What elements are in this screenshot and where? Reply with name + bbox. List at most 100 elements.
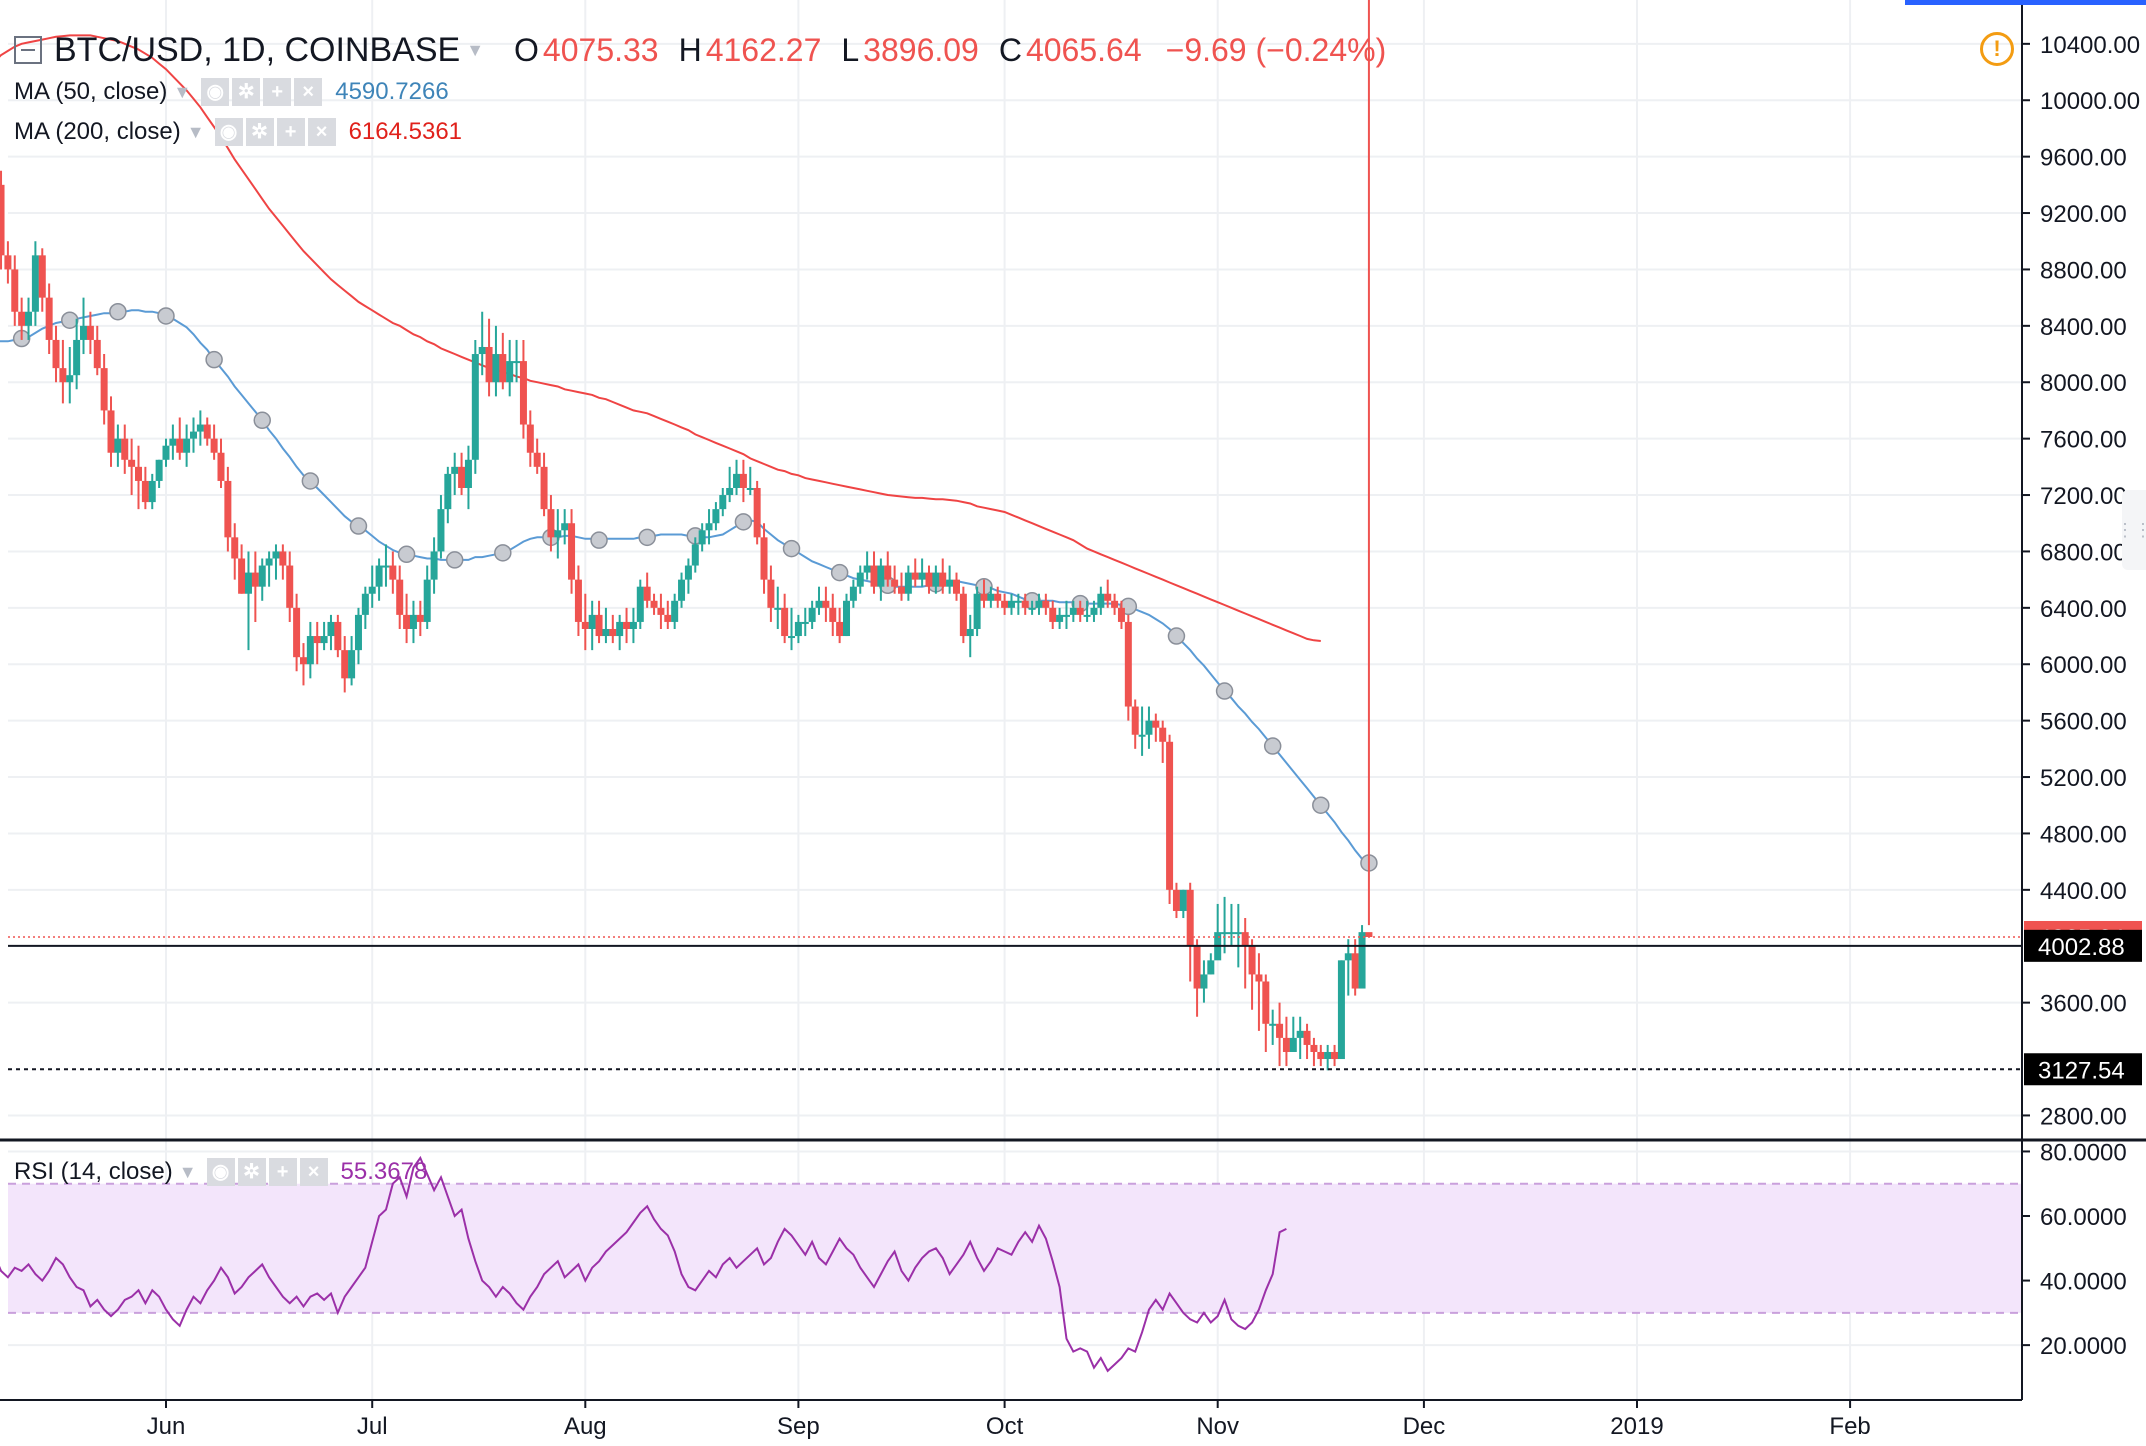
rsi-axis[interactable]: 20.0000 40.0000 60.0000 80.0000 — [2022, 1139, 2127, 1360]
close-icon[interactable]: × — [307, 118, 336, 146]
candle-body — [918, 572, 926, 580]
candle-body — [1337, 960, 1345, 1060]
candle-body — [272, 551, 280, 559]
chevron-down-icon[interactable]: ▼ — [466, 39, 485, 60]
candle-body — [135, 466, 143, 481]
gear-icon[interactable]: ✲ — [237, 1158, 266, 1186]
time-tick-label: Dec — [1403, 1413, 1446, 1440]
price-label-box — [2024, 929, 2142, 962]
candle-body — [1296, 1030, 1304, 1038]
ma50-marker — [590, 531, 608, 549]
candle-body — [38, 255, 46, 298]
candle-body — [664, 614, 672, 622]
eye-icon[interactable]: ◉ — [201, 78, 230, 106]
price-tick-label: 9200.00 — [2040, 201, 2127, 228]
rsi-label[interactable]: RSI (14, close) — [14, 1158, 173, 1185]
warning-icon[interactable]: ! — [1980, 32, 2014, 66]
candle-body — [932, 572, 940, 587]
price-tick-label: 5200.00 — [2040, 765, 2127, 792]
candle-body — [616, 621, 624, 637]
candle-body — [1221, 932, 1229, 935]
candle-body — [836, 621, 844, 637]
candle-body — [320, 636, 328, 644]
collapse-icon[interactable] — [14, 36, 42, 64]
chevron-down-icon[interactable]: ▼ — [178, 1161, 197, 1182]
candle-body — [354, 614, 362, 651]
candle-body — [781, 607, 789, 637]
price-axis[interactable]: 2800.00 3600.00 4400.00 4800.00 5200.00 5600.… — [2022, 32, 2140, 1131]
drag-handle-icon[interactable]: ⋮⋮ — [2116, 490, 2146, 570]
candle-body — [1001, 600, 1009, 608]
candle-body — [911, 572, 919, 580]
candle-body — [162, 445, 170, 460]
candle-body — [1097, 593, 1105, 608]
candle-body — [1186, 889, 1194, 947]
plus-icon[interactable]: + — [263, 78, 292, 106]
candle-body — [650, 600, 658, 608]
price-tick-label: 7600.00 — [2040, 427, 2127, 454]
eye-icon[interactable]: ◉ — [206, 1158, 235, 1186]
ma50-marker — [830, 563, 849, 582]
candle-body — [1131, 706, 1139, 735]
candle-body — [952, 579, 960, 594]
ma200-label[interactable]: MA (200, close) — [14, 118, 181, 145]
candle-body — [1207, 960, 1215, 975]
candle-body — [794, 621, 802, 637]
price-tick-label: 8400.00 — [2040, 314, 2127, 341]
candle-body — [643, 586, 651, 601]
candle-body — [767, 579, 775, 608]
candle-body — [856, 572, 864, 587]
candle-body — [746, 487, 754, 490]
close-value: 4065.64 — [1025, 31, 1142, 68]
chevron-down-icon[interactable]: ▼ — [173, 81, 192, 102]
close-label: C — [998, 31, 1022, 68]
ma200-path — [0, 34, 1321, 642]
time-axis[interactable]: Jun Jul Aug Sep Oct Nov Dec 2019 Feb — [147, 1400, 1871, 1440]
candle-body — [980, 593, 988, 601]
candle-body — [1104, 593, 1112, 601]
plus-icon[interactable]: + — [268, 1158, 297, 1186]
candle-body — [602, 628, 610, 637]
candle-body — [946, 579, 954, 587]
close-icon[interactable]: × — [299, 1158, 328, 1186]
ma50-label[interactable]: MA (50, close) — [14, 78, 168, 105]
candle-body — [636, 586, 644, 622]
rsi-path — [0, 1155, 1287, 1373]
candle-body — [712, 509, 720, 524]
price-tick-label: 5600.00 — [2040, 709, 2127, 736]
candle-body — [1145, 720, 1153, 735]
candle-body — [829, 607, 837, 622]
candle-body — [973, 593, 981, 629]
price-tick-label: 6800.00 — [2040, 539, 2127, 566]
symbol-title[interactable]: BTC/USD, 1D, COINBASE — [54, 30, 461, 69]
candle-body — [25, 311, 33, 326]
candle-body — [987, 593, 995, 601]
rsi-tick-label: 40.0000 — [2040, 1269, 2127, 1296]
price-label-text: 4002.88 — [2038, 934, 2125, 961]
close-icon[interactable]: × — [294, 78, 323, 106]
candle-body — [623, 621, 631, 629]
candle-body — [1111, 600, 1119, 608]
candle-body — [0, 184, 5, 256]
gear-icon[interactable]: ✲ — [245, 118, 274, 146]
candle-body — [1007, 600, 1015, 608]
candle-body — [114, 438, 122, 453]
time-tick-label: Feb — [1829, 1413, 1870, 1440]
ma50-line — [0, 302, 1378, 872]
toolbar-accent — [1905, 0, 2146, 5]
gear-icon[interactable]: ✲ — [232, 78, 261, 106]
eye-icon[interactable]: ◉ — [214, 118, 243, 146]
open-label: O — [514, 31, 539, 68]
price-tick-label: 10000.00 — [2040, 88, 2140, 115]
candle-body — [1166, 741, 1174, 890]
candle-body — [898, 586, 905, 594]
plus-icon[interactable]: + — [276, 118, 305, 146]
ma50-marker — [445, 551, 464, 569]
candle-body — [265, 558, 273, 566]
chevron-down-icon[interactable]: ▼ — [186, 121, 205, 142]
candle-body — [66, 375, 74, 383]
ma200-value: 6164.5361 — [348, 118, 463, 145]
candle-body — [506, 361, 514, 383]
candle-body — [513, 361, 521, 364]
